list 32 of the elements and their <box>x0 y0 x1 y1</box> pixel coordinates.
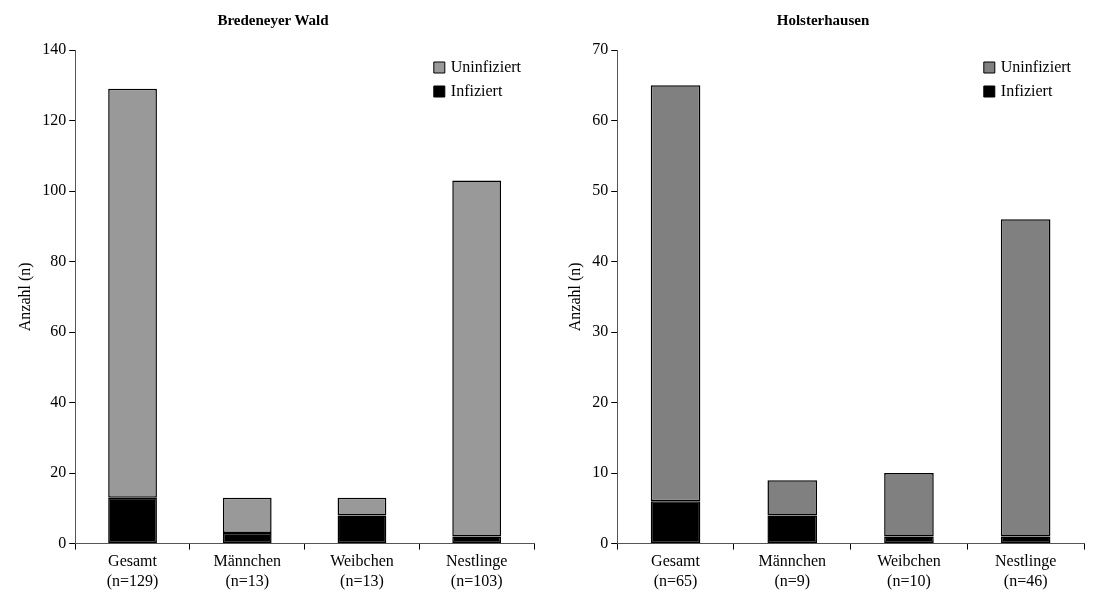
x-tick-label: Gesamt (n=129) <box>106 552 159 590</box>
y-tick-label: 10 <box>592 463 609 481</box>
y-tick-label: 40 <box>50 392 67 410</box>
x-tick-label: Nestlinge (n=103) <box>445 552 508 590</box>
legend-label: Infiziert <box>450 82 503 100</box>
y-tick-label: 140 <box>42 40 67 58</box>
y-tick-label: 120 <box>42 110 67 128</box>
x-tick-label: Männchen (n=9) <box>758 552 827 590</box>
y-tick-label: 0 <box>600 533 609 551</box>
y-tick-label: 20 <box>592 392 609 410</box>
x-tick-label: Weibchen (n=13) <box>330 552 394 590</box>
y-tick-label: 100 <box>42 181 67 199</box>
x-tick-label: Weibchen (n=10) <box>877 552 941 590</box>
legend-label: Uninfiziert <box>450 58 522 76</box>
y-tick-label: 0 <box>58 533 67 551</box>
x-tick-label: Nestlinge (n=46) <box>994 552 1057 590</box>
y-tick-label: 60 <box>50 322 67 340</box>
x-tick-label: Männchen (n=13) <box>213 552 282 590</box>
y-tick-label: 70 <box>592 40 609 58</box>
x-tick-label: Gesamt (n=65) <box>651 552 701 590</box>
y-axis-title: Anzahl (n) <box>565 262 584 332</box>
y-tick-label: 50 <box>592 181 609 199</box>
y-tick-label: 20 <box>50 463 67 481</box>
legend-label: Uninfiziert <box>1000 58 1072 76</box>
legend-label: Infiziert <box>1000 82 1053 100</box>
y-tick-label: 30 <box>592 322 609 340</box>
y-tick-label: 80 <box>50 251 67 269</box>
y-tick-label: 40 <box>592 251 609 269</box>
chart-title: Holsterhausen <box>776 11 870 28</box>
y-axis-title: Anzahl (n) <box>15 262 34 332</box>
y-tick-label: 60 <box>592 110 609 128</box>
chart-title: Bredeneyer Wald <box>217 11 330 28</box>
